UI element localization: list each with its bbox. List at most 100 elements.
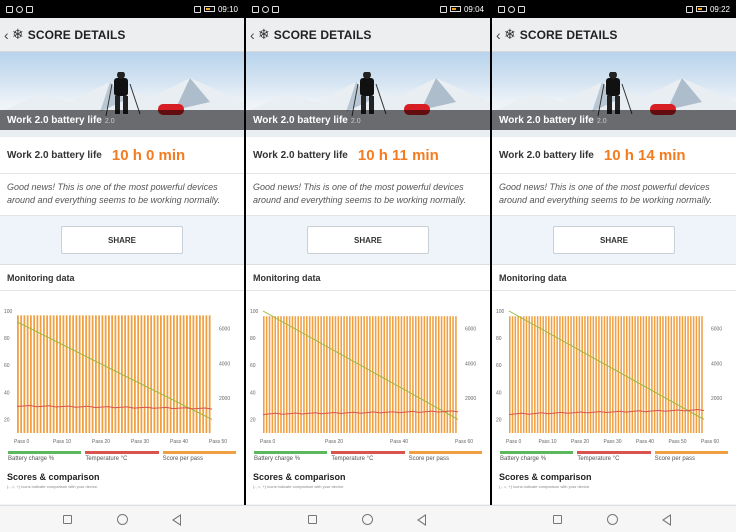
score-bar: [612, 316, 614, 433]
recents-icon[interactable]: [553, 515, 562, 524]
score-bar: [317, 316, 320, 433]
legend-swatch: [331, 451, 405, 454]
share-section: SHARE: [492, 216, 736, 264]
x-tick-label: Pass 0: [506, 439, 522, 445]
y-tick-label-right: 6000: [465, 326, 476, 332]
score-bar: [108, 315, 110, 433]
score-bar: [653, 316, 656, 433]
score-bar: [695, 316, 698, 433]
x-tick-label: Pass 50: [669, 439, 687, 445]
share-button[interactable]: SHARE: [307, 226, 429, 254]
score-bar: [189, 315, 192, 433]
legend-swatch: [8, 451, 82, 454]
score-bar: [383, 316, 386, 433]
legend-item: Temperature °C: [577, 451, 651, 462]
share-button[interactable]: SHARE: [553, 226, 675, 254]
temperature-line: [262, 410, 459, 416]
x-tick-label: Pass 60: [455, 439, 473, 445]
monitoring-chart-svg: 100 80 60 40 20 6000 4000 2000 Pass 0 Pass 20 Pass…: [250, 309, 476, 445]
snowflake-logo-icon: ❄: [258, 26, 270, 42]
score-bar: [69, 315, 71, 433]
score-bar: [509, 316, 511, 433]
back-nav-icon[interactable]: [417, 514, 426, 526]
score-bar: [455, 316, 457, 433]
score-bar: [592, 316, 595, 433]
score-bar: [656, 316, 659, 433]
score-bar: [88, 315, 91, 433]
back-nav-icon[interactable]: [172, 514, 181, 526]
chart-legend: Battery charge % Temperature °C Score per …: [246, 451, 490, 462]
score-bar: [46, 315, 49, 433]
score-bar: [82, 315, 84, 433]
score-bar: [130, 315, 133, 433]
home-icon[interactable]: [607, 514, 618, 525]
score-bar: [160, 315, 162, 433]
recents-icon[interactable]: [308, 515, 317, 524]
back-icon[interactable]: ‹: [4, 26, 9, 43]
home-icon[interactable]: [362, 514, 373, 525]
legend-swatch: [500, 451, 574, 454]
scores-subtitle: (-, =, +) icons indicate comparison with…: [499, 484, 591, 489]
score-bar: [435, 316, 437, 433]
back-nav-icon[interactable]: [662, 514, 671, 526]
back-icon[interactable]: ‹: [250, 26, 255, 43]
recents-icon[interactable]: [63, 515, 72, 524]
scores-subtitle: (-, =, +) icons indicate comparison with…: [7, 484, 99, 489]
score-bar: [673, 316, 675, 433]
score-bar: [137, 315, 140, 433]
score-bar: [437, 316, 440, 433]
x-tick-label: Pass 40: [390, 439, 408, 445]
legend-item: Score per pass: [654, 451, 728, 462]
score-bar: [670, 316, 673, 433]
score-bar: [684, 316, 687, 433]
score-bar: [520, 316, 522, 433]
score-bar: [349, 316, 351, 433]
back-icon[interactable]: ‹: [496, 26, 501, 43]
legend-swatch: [162, 451, 236, 454]
score-bar: [429, 316, 431, 433]
score-bar: [202, 315, 205, 433]
score-bar: [687, 316, 689, 433]
score-bar: [386, 316, 388, 433]
share-button[interactable]: SHARE: [61, 226, 183, 254]
legend-label: Temperature °C: [331, 456, 374, 462]
notification-icon: [518, 5, 525, 13]
monitoring-title: Monitoring data: [492, 265, 736, 291]
score-bar: [294, 316, 297, 433]
wifi-icon: [262, 5, 269, 13]
share-section: SHARE: [0, 216, 244, 264]
home-icon[interactable]: [117, 514, 128, 525]
score-bar: [320, 316, 322, 433]
score-bar: [380, 316, 383, 433]
score-bar: [33, 315, 36, 433]
x-tick-label: Pass 30: [604, 439, 622, 445]
score-bar: [409, 316, 411, 433]
score-bar: [681, 316, 684, 433]
score-bar: [205, 315, 208, 433]
score-bar: [440, 316, 443, 433]
score-bar: [589, 316, 592, 433]
x-tick-label: Pass 0: [14, 439, 30, 445]
score-value: 10 h 0 min: [111, 146, 186, 164]
y-tick-label-left: 40: [496, 390, 502, 396]
score-bar: [617, 316, 620, 433]
x-tick-label: Pass 60: [701, 439, 719, 445]
score-bar: [169, 315, 172, 433]
score-bar: [166, 315, 169, 433]
monitoring-chart-svg: 100 80 60 40 20 6000 4000 2000 Pass 0 Pass 10 Pass…: [496, 309, 722, 445]
y-tick-label-left: 80: [496, 336, 502, 342]
y-tick-label-left: 40: [4, 390, 10, 396]
score-bar: [91, 315, 94, 433]
score-bar: [288, 316, 291, 433]
y-tick-label-left: 100: [496, 309, 505, 315]
score-bar: [23, 315, 26, 433]
score-label: Work 2.0 battery life: [499, 149, 594, 161]
x-tick-label: Pass 30: [131, 439, 149, 445]
app-bar: ‹ ❄ SCORE DETAILS: [0, 18, 244, 52]
score-bar: [634, 316, 636, 433]
wifi-icon: [16, 5, 23, 13]
status-time: 09:22: [709, 4, 730, 14]
score-bar: [389, 316, 391, 433]
monitoring-chart-svg: 100 80 60 40 20 6000 4000 2000 Pass 0 Pass 10 Pass…: [4, 309, 230, 445]
